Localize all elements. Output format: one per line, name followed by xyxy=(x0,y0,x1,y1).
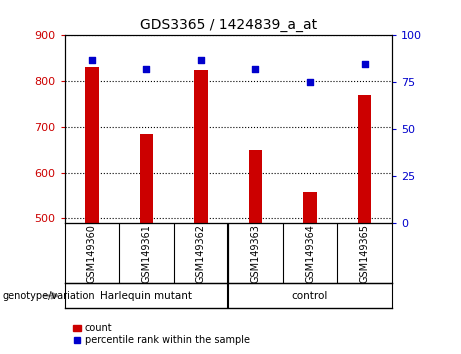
Text: GSM149360: GSM149360 xyxy=(87,224,97,282)
Point xyxy=(142,66,150,72)
Point xyxy=(88,57,95,63)
Text: GSM149365: GSM149365 xyxy=(360,224,370,282)
Bar xyxy=(248,150,262,223)
Text: Harlequin mutant: Harlequin mutant xyxy=(100,291,192,301)
Text: GSM149361: GSM149361 xyxy=(142,224,151,282)
Point xyxy=(306,79,313,85)
Text: GSM149363: GSM149363 xyxy=(250,224,260,282)
Point xyxy=(197,57,205,63)
Point xyxy=(361,61,368,67)
Bar xyxy=(85,67,99,223)
Bar xyxy=(140,134,153,223)
Legend: count, percentile rank within the sample: count, percentile rank within the sample xyxy=(70,319,254,349)
Text: genotype/variation: genotype/variation xyxy=(2,291,95,301)
Bar xyxy=(194,70,208,223)
Title: GDS3365 / 1424839_a_at: GDS3365 / 1424839_a_at xyxy=(140,18,317,32)
Text: control: control xyxy=(292,291,328,301)
Bar xyxy=(358,95,372,223)
Text: GSM149364: GSM149364 xyxy=(305,224,315,282)
Point xyxy=(252,66,259,72)
Text: GSM149362: GSM149362 xyxy=(196,224,206,282)
Bar xyxy=(303,192,317,223)
